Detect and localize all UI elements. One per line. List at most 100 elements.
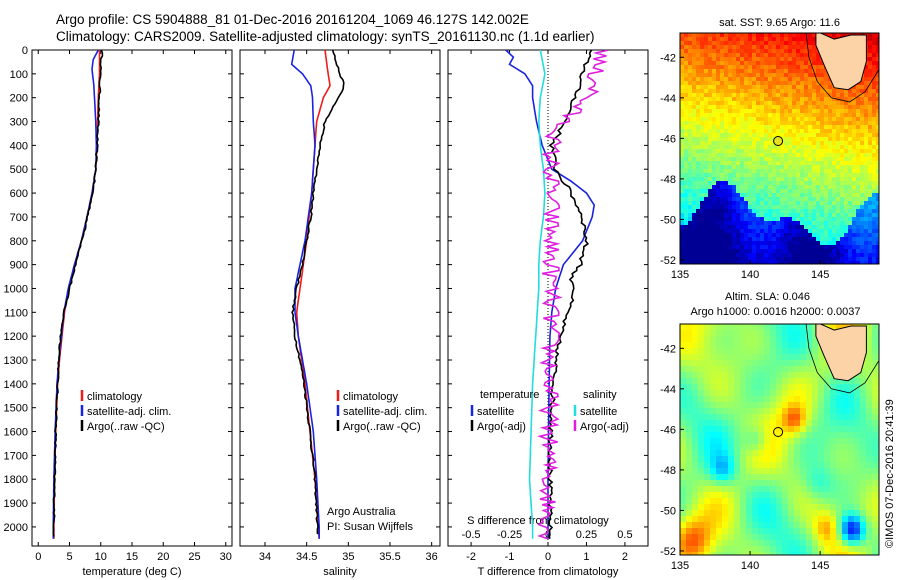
y-tick-label: -46 [660, 133, 676, 145]
series-group [505, 50, 609, 540]
secondary-tick-label: 0.5 [617, 529, 632, 541]
map-title-line1: Altim. SLA: 0.046 [725, 291, 810, 303]
x-tick-label: -2 [466, 551, 476, 563]
series-group [52, 50, 104, 539]
x-tick-label: 35 [342, 551, 354, 563]
argo-position-marker [773, 136, 784, 147]
series-line-argo-raw-qc- [291, 50, 345, 535]
x-tick-label: 140 [741, 269, 759, 281]
y-tick-label: 600 [10, 188, 28, 200]
y-tick-label: -42 [660, 343, 676, 355]
x-tick-label: 0 [35, 551, 41, 563]
y-tick-label: -42 [660, 52, 676, 64]
legend-header-salinity: salinity [583, 389, 617, 401]
legend-label: climatology [87, 391, 143, 403]
x-tick-label: 10 [95, 551, 107, 563]
y-tick-label: -50 [660, 214, 676, 226]
x-tick-label: 0 [545, 551, 551, 563]
y-tick-label: -46 [660, 424, 676, 436]
series-group [290, 50, 345, 539]
legend-label: satellite [477, 406, 514, 418]
series-line-salinity-satellite [528, 50, 546, 539]
map-frame [679, 32, 880, 265]
sla-map: 135 140 145 -42 -44 -46 -48 -50 -52 Altim. SLA: 0… [660, 291, 880, 572]
profile-panel-salinity: 34 34.5 35 35.5 36 salinity climatology satelli… [239, 49, 441, 578]
y-tick-label: 1600 [4, 427, 28, 439]
y-tick-label: 0 [22, 45, 28, 57]
y-tick-label: -52 [660, 546, 676, 558]
figure-title-line2: Climatology: CARS2009. Satellite-adjuste… [56, 29, 595, 44]
bathymetry-contour [805, 324, 879, 394]
x-tick-label: 140 [741, 560, 759, 572]
x-tick-label: 145 [811, 269, 829, 281]
figure-title-line1: Argo profile: CS 5904888_81 01-Dec-2016 … [56, 12, 529, 27]
series-line-temperature-argo-adj- [547, 50, 593, 540]
axes-frame [31, 49, 233, 547]
legend-label: Argo(-adj) [477, 421, 526, 433]
x-tick-label: 35.5 [379, 551, 400, 563]
map-field [680, 324, 879, 555]
legend-header-temperature: temperature [480, 389, 539, 401]
x-tick-label: 30 [220, 551, 232, 563]
legend-label: satellite-adj. clim. [343, 406, 427, 418]
annotation-line1: Argo Australia [327, 506, 396, 518]
y-tick-label: -48 [660, 465, 676, 477]
credit-text: ©IMOS 07-Dec-2016 20:41:39 [884, 399, 896, 548]
y-tick-label: 900 [10, 260, 28, 272]
y-tick-label: 500 [10, 164, 28, 176]
y-tick-label: 1300 [4, 355, 28, 367]
y-tick-label: 1400 [4, 379, 28, 391]
y-tick-label: 800 [10, 236, 28, 248]
legend-label: climatology [343, 391, 399, 403]
argo-position-marker [773, 427, 784, 438]
x-tick-label: 2 [622, 551, 628, 563]
y-tick-label: -44 [660, 93, 676, 105]
landmass-tasmania [815, 324, 867, 382]
x-tick-label: 135 [671, 269, 689, 281]
y-tick-label: 1900 [4, 498, 28, 510]
y-tick-label: -50 [660, 505, 676, 517]
x-tick-label: 20 [157, 551, 169, 563]
x-tick-label: 135 [671, 560, 689, 572]
x-axis-label: T difference from climatology [478, 566, 619, 578]
legend-label: Argo(-adj) [580, 421, 629, 433]
legend-label: Argo(..raw -QC) [87, 421, 165, 433]
y-tick-label: 700 [10, 212, 28, 224]
profile-panel-temperature: 0100200300400500600700800900100011001200… [4, 45, 233, 578]
x-tick-label: 145 [811, 560, 829, 572]
map-field [680, 33, 879, 264]
landmass-tasmania [815, 33, 867, 91]
secondary-tick-label: -0.5 [462, 529, 481, 541]
y-tick-label: -52 [660, 255, 676, 267]
axes-frame [239, 49, 441, 547]
map-title-line2: Argo h1000: 0.0016 h2000: 0.0037 [690, 306, 860, 318]
legend-label: satellite-adj. clim. [87, 406, 171, 418]
secondary-tick-label: -0.25 [497, 529, 522, 541]
bathymetry-contour [805, 33, 879, 103]
x-tick-label: 15 [126, 551, 138, 563]
legend-label: Argo(..raw -QC) [343, 421, 421, 433]
x-tick-label: 5 [66, 551, 72, 563]
series-line-argo-raw-qc- [52, 50, 104, 537]
y-tick-label: 300 [10, 117, 28, 129]
secondary-tick-label: 0.25 [576, 529, 597, 541]
y-tick-label: -48 [660, 174, 676, 186]
legend-label: satellite [580, 406, 617, 418]
secondary-axis-title: S difference from climatology [467, 515, 609, 527]
y-tick-label: 1500 [4, 403, 28, 415]
y-tick-label: 100 [10, 69, 28, 81]
x-tick-label: 34.5 [296, 551, 317, 563]
y-tick-label: 1000 [4, 283, 28, 295]
y-tick-label: -44 [660, 384, 676, 396]
y-tick-label: 1800 [4, 474, 28, 486]
y-tick-label: 1100 [4, 307, 28, 319]
y-tick-label: 200 [10, 93, 28, 105]
x-tick-label: -1 [505, 551, 515, 563]
x-tick-label: 25 [188, 551, 200, 563]
x-tick-label: 36 [426, 551, 438, 563]
sst-map: 135 140 145 -42 -44 -46 -48 -50 -52 sat. SST: 9.6… [660, 17, 880, 281]
series-line-salinity-argo-adj- [537, 50, 609, 540]
x-axis-label: temperature (deg C) [82, 566, 181, 578]
y-tick-label: 1200 [4, 331, 28, 343]
